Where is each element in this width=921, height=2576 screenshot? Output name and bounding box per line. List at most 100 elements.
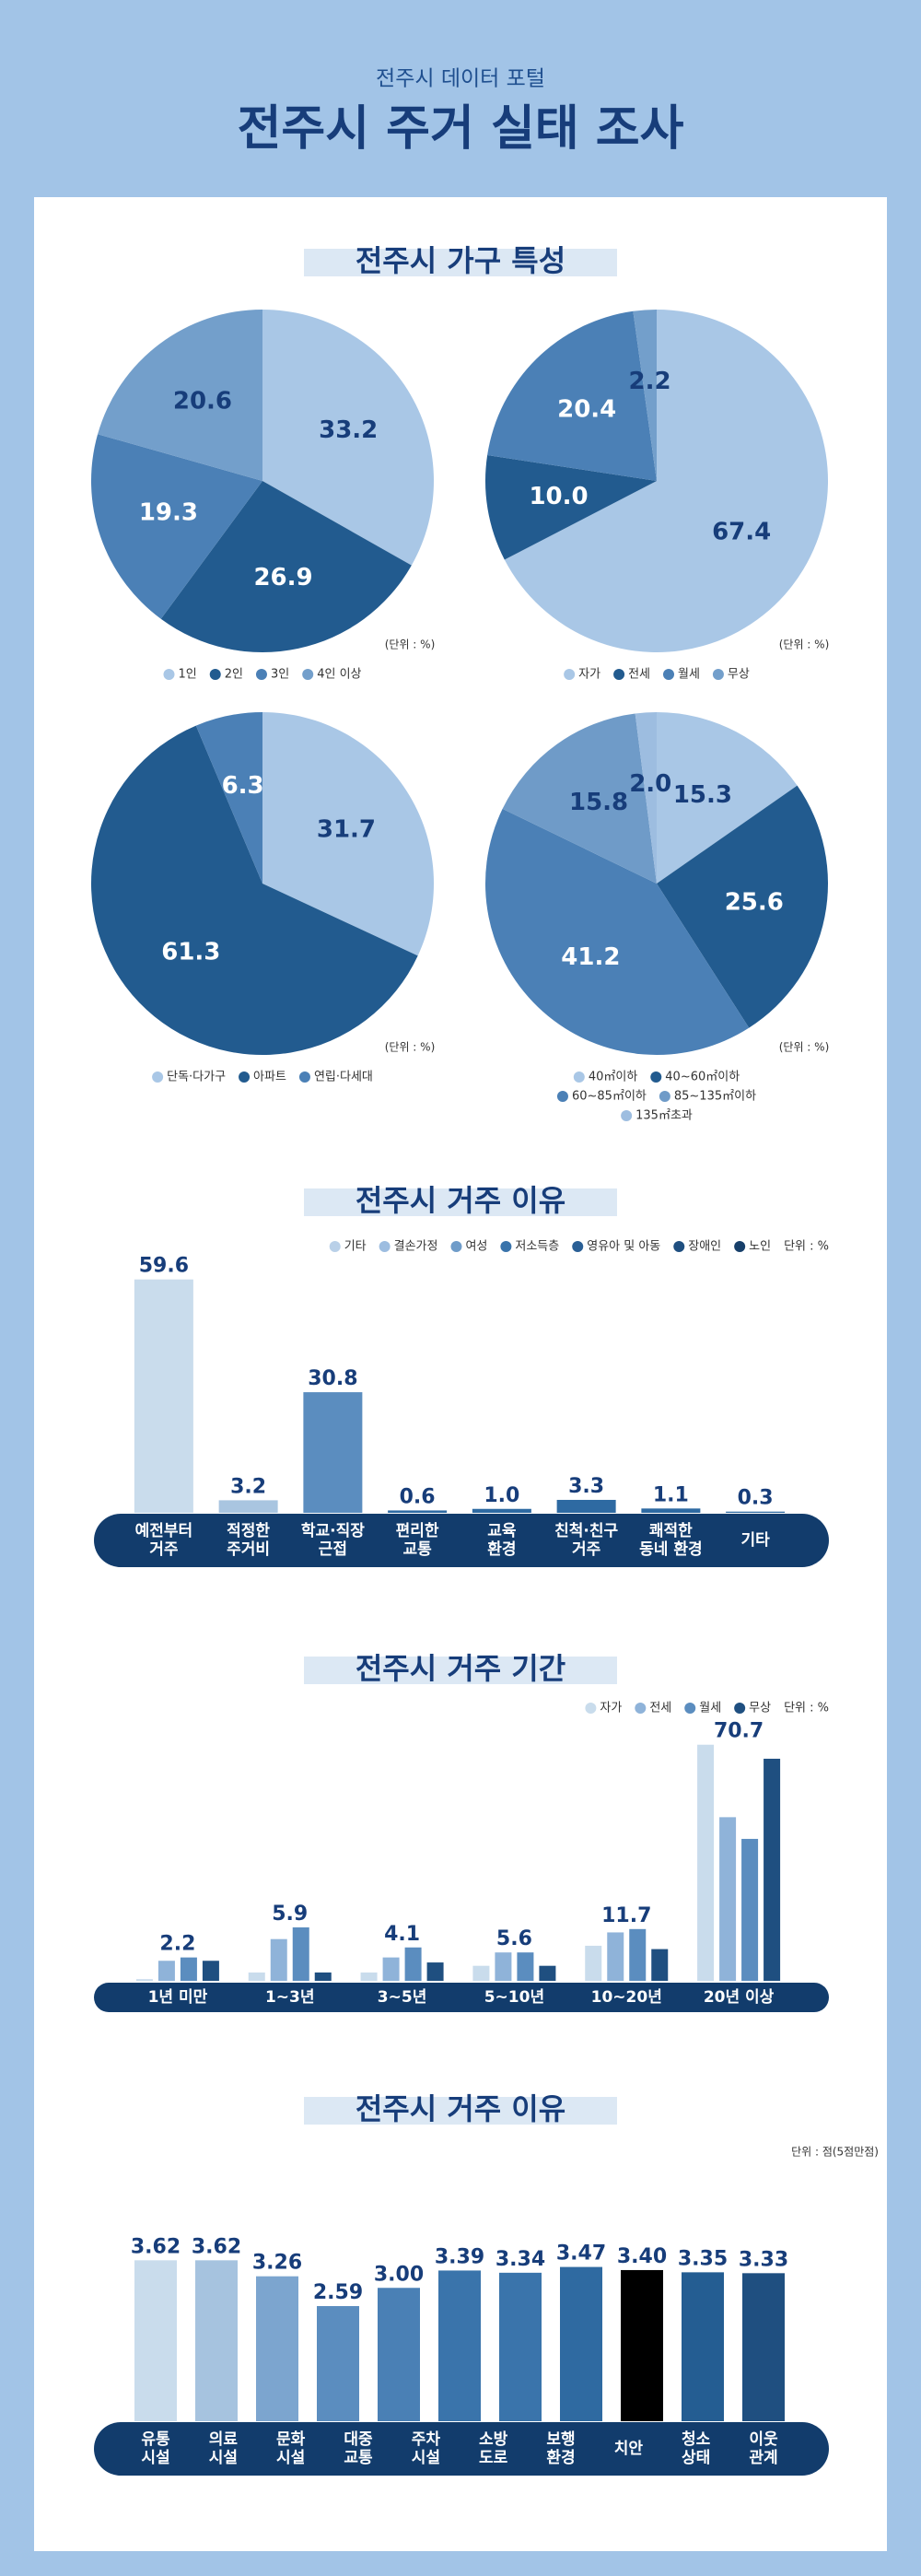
legend-swatch	[712, 669, 724, 680]
bar	[360, 1972, 378, 1981]
legend-item: 노인	[734, 1240, 771, 1254]
legend-swatch	[684, 1703, 696, 1714]
legend-swatch	[298, 1071, 310, 1083]
unit-label: (단위 : %)	[385, 638, 436, 651]
legend-label: 결손가정	[394, 1240, 438, 1254]
pie-slice	[485, 455, 657, 560]
unit-label: 단위 : 점(5점만점)	[791, 2146, 879, 2159]
legend-swatch	[621, 1110, 633, 1121]
legend-item: 기타	[329, 1240, 367, 1254]
section-title-bg	[304, 1188, 617, 1216]
data-label: 3.34	[495, 2248, 545, 2271]
x-tick-label: 교통	[344, 2449, 373, 2467]
legend-swatch	[255, 669, 267, 680]
bar	[742, 2273, 785, 2421]
data-label: 3.3	[568, 1475, 604, 1498]
legend-item: 월세	[684, 1702, 721, 1715]
bar	[388, 1510, 448, 1513]
x-tick-label: 예전부터	[135, 1522, 193, 1540]
pie-slice	[635, 712, 657, 884]
data-label: 3.47	[556, 2242, 606, 2266]
legend-swatch	[673, 1241, 685, 1252]
legend-item: 무상	[712, 668, 750, 682]
section-title-bg	[304, 249, 617, 276]
legend-item: 자가	[564, 668, 600, 682]
data-label: 3.35	[678, 2247, 728, 2270]
x-tick-label: 근접	[319, 1540, 347, 1559]
group-label: 5.9	[272, 1903, 308, 1926]
legend-item: 장애인	[673, 1240, 721, 1254]
bar	[560, 2266, 602, 2421]
data-label: 0.6	[400, 1485, 436, 1508]
bar	[303, 1392, 363, 1513]
x-tick-label: 거주	[572, 1540, 601, 1559]
x-tick-label: 기타	[740, 1531, 770, 1550]
data-label: 20.4	[557, 396, 616, 424]
pie-slice	[657, 712, 798, 884]
x-tick-label: 치안	[614, 2440, 644, 2458]
legend-label: 전세	[649, 1702, 671, 1715]
legend-label: 2인	[225, 668, 243, 682]
bar	[438, 2270, 481, 2421]
legend-swatch	[209, 669, 221, 680]
group-label: 4.1	[384, 1923, 420, 1946]
bar	[556, 1499, 616, 1513]
legend-label: 자가	[600, 1702, 622, 1715]
data-label: 15.3	[673, 781, 732, 809]
legend-label: 135㎡초과	[635, 1109, 693, 1123]
bar	[764, 1758, 781, 1981]
data-label: 3.40	[617, 2245, 667, 2268]
x-tick-label: 주차	[412, 2430, 441, 2449]
legend-label: 기타	[344, 1240, 367, 1254]
pie-slice	[502, 713, 657, 884]
data-label: 6.3	[222, 772, 264, 800]
legend-label: 아파트	[253, 1071, 286, 1084]
legend-label: 3인	[271, 668, 289, 682]
legend: 단독·다가구 아파트 연립·다세대	[152, 1071, 373, 1084]
legend-item: 2인	[209, 668, 243, 682]
data-label: 20.6	[173, 387, 232, 415]
x-tick-label: 동네 환경	[639, 1540, 702, 1559]
legend-label: 40~60㎡이하	[665, 1071, 740, 1084]
x-tick-label: 시설	[209, 2449, 238, 2467]
x-tick-label: 시설	[141, 2449, 169, 2467]
data-label: 19.3	[139, 498, 198, 526]
legend-item: 결손가정	[379, 1240, 438, 1254]
title: 전주시 주거 실태 조사	[238, 101, 684, 157]
bar	[719, 1817, 737, 1981]
bar	[248, 1972, 265, 1981]
pie-slice	[484, 808, 750, 1055]
data-label: 3.33	[739, 2248, 788, 2271]
legend-item: 전세	[635, 1702, 671, 1715]
legend-item: 저소득층	[500, 1240, 559, 1254]
legend-item: 135㎡초과	[621, 1109, 693, 1123]
legend-label: 여성	[465, 1240, 487, 1254]
legend-label: 저소득층	[515, 1240, 559, 1254]
bar	[697, 1744, 715, 1981]
data-label: 59.6	[139, 1255, 189, 1278]
bar	[726, 1511, 786, 1513]
pie-slice	[91, 725, 418, 1055]
legend-swatch	[663, 669, 674, 680]
bar	[682, 2272, 724, 2421]
section-title: 전주시 거주 이유	[356, 1183, 565, 1218]
legend-item: 40~60㎡이하	[650, 1071, 740, 1084]
legend: 자가 전세 월세 무상 단위 : %	[585, 1702, 829, 1715]
x-tick-label: 문화	[276, 2430, 306, 2449]
legend-swatch	[239, 1071, 251, 1083]
bar	[134, 1279, 193, 1513]
bar	[741, 1838, 759, 1981]
legend-swatch	[585, 1703, 597, 1714]
legend-swatch	[450, 1241, 462, 1252]
legend-label: 무상	[749, 1702, 771, 1715]
legend-swatch	[659, 1091, 670, 1102]
bar	[472, 1965, 490, 1981]
unit-label: 단위 : %	[784, 1702, 829, 1715]
legend-swatch	[650, 1071, 662, 1083]
bar	[382, 1957, 400, 1981]
pie-slice	[90, 434, 262, 619]
data-label: 30.8	[308, 1367, 357, 1390]
legend-label: 연립·다세대	[314, 1071, 373, 1084]
data-label: 2.0	[629, 770, 671, 798]
bar	[314, 1972, 332, 1981]
